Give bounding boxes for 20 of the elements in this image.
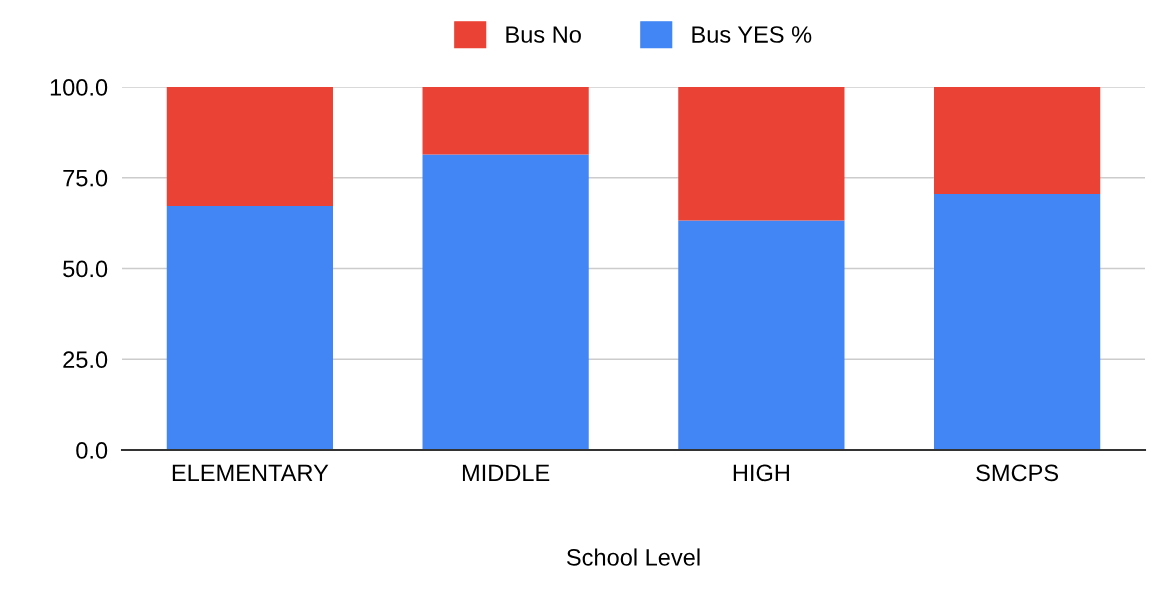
y-tick-label: 75.0 <box>63 169 108 187</box>
x-tick-label: HIGH <box>733 464 789 482</box>
y-tick-label: 25.0 <box>63 351 108 369</box>
bar <box>166 206 333 450</box>
bar <box>934 87 1101 195</box>
bar <box>166 87 333 207</box>
x-tick-label: MIDDLE <box>462 464 550 481</box>
bar <box>934 194 1101 450</box>
y-tick-label: 0.0 <box>76 442 108 459</box>
bar <box>422 154 589 450</box>
bar <box>422 87 589 155</box>
legend-label: Bus No <box>506 26 581 43</box>
y-tick-label: 50.0 <box>63 260 108 278</box>
bar <box>678 87 845 221</box>
legend-label: Bus YES % <box>692 26 812 43</box>
y-tick-label: 100.0 <box>50 79 108 96</box>
x-tick-label: SMCPS <box>976 464 1059 482</box>
x-tick-label: ELEMENTARY <box>172 464 329 481</box>
x-axis-title: School Level <box>566 548 700 566</box>
bar <box>678 220 845 450</box>
